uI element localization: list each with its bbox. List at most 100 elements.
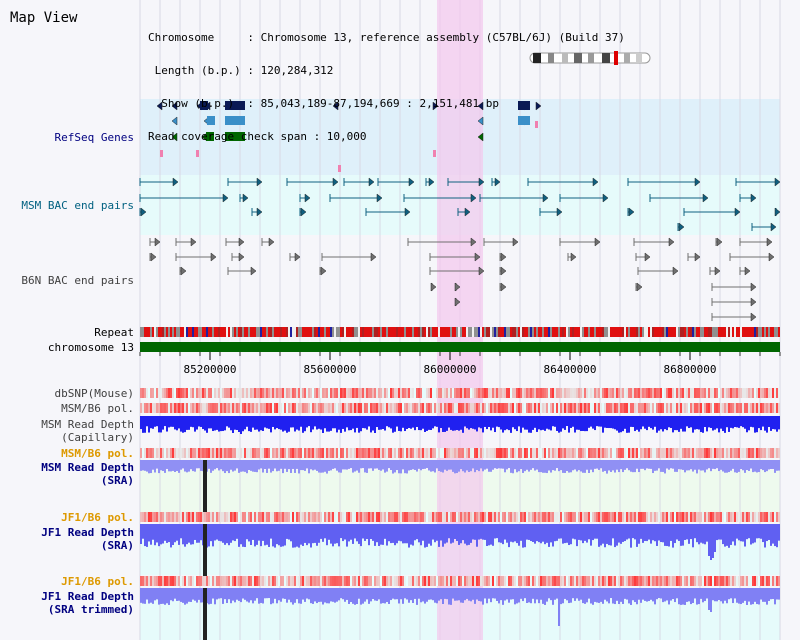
- jf1-pol2-heat-cell: [526, 576, 528, 586]
- label-msm-depth-capillary[interactable]: MSM Read Depth (Capillary): [41, 418, 134, 444]
- jf1-pol-heat-cell: [692, 512, 694, 522]
- jf1-sra-depth-bar: [142, 524, 144, 539]
- jf1-pol-heat-cell: [208, 512, 210, 522]
- jf1-trim-depth-bar: [218, 588, 220, 599]
- repeat-segment: [380, 327, 382, 337]
- msm-capillary-depth-bar: [150, 416, 152, 429]
- jf1-trim-depth-bar: [590, 588, 592, 604]
- jf1-pol-heat-cell: [756, 512, 758, 522]
- jf1-pol2-heat-cell: [336, 576, 338, 586]
- jf1-pol2-heat-cell: [352, 576, 354, 586]
- jf1-trim-depth-bar: [416, 588, 418, 605]
- repeat-segment: [744, 327, 746, 337]
- chromosome-ideogram[interactable]: [529, 51, 651, 65]
- msm-pol-heat-cell: [292, 403, 294, 413]
- jf1-sra-depth-bar: [654, 524, 656, 542]
- label-msm-pol-2[interactable]: MSM/B6 pol.: [61, 447, 134, 460]
- dbsnp-heat-cell: [574, 388, 576, 398]
- msm-pol-heat-cell: [592, 403, 594, 413]
- dbsnp-heat-cell: [436, 388, 438, 398]
- jf1-trim-depth-bar: [522, 588, 524, 602]
- msm-pol-heat-cell: [696, 403, 698, 413]
- track-features[interactable]: [139, 101, 781, 640]
- b6n-bac-pair-arrow: [644, 252, 651, 262]
- jf1-trim-depth-bar: [384, 588, 386, 604]
- repeat-segment: [398, 327, 400, 337]
- msm-capillary-depth-bar: [260, 416, 262, 431]
- jf1-pol2-heat-cell: [274, 576, 276, 586]
- dbsnp-heat-cell: [524, 388, 526, 398]
- msm-pol2-heat-cell: [234, 448, 236, 458]
- jf1-trim-depth-bar: [696, 588, 698, 605]
- jf1-pol2-heat-cell: [522, 576, 524, 586]
- msm-pol-heat-cell: [306, 403, 308, 413]
- jf1-trim-depth-bar: [280, 588, 282, 602]
- label-msm-bac[interactable]: MSM BAC end pairs: [21, 199, 134, 212]
- msm-pol2-heat-cell: [420, 448, 422, 458]
- msm-pol-heat-cell: [268, 403, 270, 413]
- jf1-sra-depth-bar: [152, 524, 154, 540]
- jf1-sra-depth-bar: [398, 524, 400, 541]
- jf1-trim-depth-bar: [692, 588, 694, 604]
- msm-pol-heat-cell: [236, 403, 238, 413]
- jf1-pol-heat-cell: [358, 512, 360, 522]
- jf1-sra-depth-bar: [556, 524, 558, 541]
- msm-pol-heat-cell: [510, 403, 512, 413]
- repeat-segment: [184, 327, 186, 337]
- jf1-trim-depth-bar: [544, 588, 546, 605]
- msm-capillary-depth-bar: [488, 416, 490, 427]
- msm-pol-heat-cell: [434, 403, 436, 413]
- jf1-sra-depth-bar: [566, 524, 568, 543]
- msm-capillary-depth-bar: [346, 416, 348, 428]
- jf1-pol2-heat-cell: [174, 576, 176, 586]
- msm-sra-depth-bar: [230, 460, 232, 470]
- msm-sra-depth-bar: [338, 460, 340, 473]
- msm-pol-heat-cell: [632, 403, 634, 413]
- label-chromosome[interactable]: chromosome 13: [47, 341, 134, 354]
- label-jf1-depth-trimmed[interactable]: JF1 Read Depth (SRA trimmed): [41, 590, 134, 616]
- jf1-sra-depth-bar: [524, 524, 526, 548]
- msm-pol2-heat-cell: [684, 448, 686, 458]
- msm-sra-depth-bar: [196, 460, 198, 469]
- jf1-trim-depth-bar: [504, 588, 506, 601]
- dbsnp-heat-cell: [276, 388, 278, 398]
- label-b6n-bac[interactable]: B6N BAC end pairs: [21, 274, 134, 287]
- repeat-segment: [596, 327, 598, 337]
- msm-sra-depth-bar: [376, 460, 378, 469]
- jf1-pol2-heat-cell: [696, 576, 698, 586]
- label-msm-pol[interactable]: MSM/B6 pol.: [61, 402, 134, 415]
- msm-sra-depth-bar: [374, 460, 376, 469]
- msm-capillary-depth-bar: [432, 416, 434, 429]
- jf1-trim-depth-bar: [538, 588, 540, 604]
- jf1-trim-depth-bar: [536, 588, 538, 600]
- jf1-trim-depth-bar: [678, 588, 680, 605]
- dbsnp-heat-cell: [554, 388, 556, 398]
- jf1-trim-depth-bar: [618, 588, 620, 605]
- label-refseq[interactable]: RefSeq Genes: [54, 131, 134, 144]
- jf1-sra-depth-bar: [268, 524, 270, 547]
- msm-capillary-depth-bar: [680, 416, 682, 429]
- jf1-pol-heat-cell: [328, 512, 330, 522]
- label-repeat[interactable]: Repeat: [94, 326, 134, 339]
- repeat-segment: [750, 327, 752, 337]
- label-jf1-pol-2[interactable]: JF1/B6 pol.: [61, 575, 134, 588]
- jf1-pol-heat-cell: [246, 512, 248, 522]
- label-jf1-pol[interactable]: JF1/B6 pol.: [61, 511, 134, 524]
- label-jf1-depth-sra[interactable]: JF1 Read Depth (SRA): [41, 526, 134, 552]
- jf1-pol-heat-cell: [548, 512, 550, 522]
- jf1-trim-depth-bar: [248, 588, 250, 603]
- repeat-segment: [474, 327, 476, 337]
- jf1-pol-heat-cell: [268, 512, 270, 522]
- msm-capillary-depth-bar: [666, 416, 668, 431]
- msm-pol2-heat-cell: [612, 448, 614, 458]
- label-dbsnp[interactable]: dbSNP(Mouse): [54, 387, 134, 400]
- msm-capillary-depth-bar: [368, 416, 370, 427]
- jf1-trim-depth-bar: [742, 588, 744, 603]
- msm-sra-depth-bar: [744, 460, 746, 473]
- jf1-sra-depth-bar: [392, 524, 394, 543]
- msm-capillary-depth-bar: [612, 416, 614, 429]
- label-msm-depth-sra[interactable]: MSM Read Depth (SRA): [41, 461, 134, 487]
- msm-pol2-heat-cell: [680, 448, 682, 458]
- dbsnp-heat-cell: [494, 388, 496, 398]
